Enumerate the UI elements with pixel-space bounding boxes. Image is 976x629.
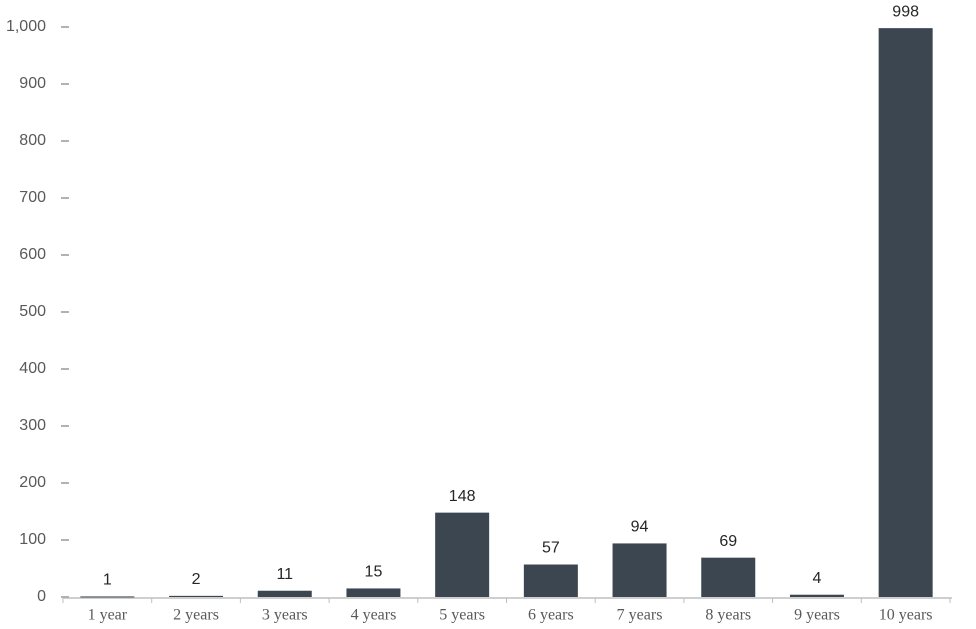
bar bbox=[789, 594, 844, 597]
y-tick-label: 100 bbox=[19, 531, 46, 548]
y-tick-label: 400 bbox=[19, 360, 46, 377]
value-label: 57 bbox=[542, 540, 560, 557]
y-tick-label: 200 bbox=[19, 474, 46, 491]
y-tick-label: 1,000 bbox=[6, 18, 46, 35]
value-label: 998 bbox=[892, 3, 919, 20]
x-tick-label: 3 years bbox=[262, 607, 308, 624]
value-label: 15 bbox=[365, 564, 383, 581]
bar bbox=[169, 595, 224, 597]
y-tick-label: 700 bbox=[19, 189, 46, 206]
value-label: 2 bbox=[192, 571, 201, 588]
x-tick-label: 4 years bbox=[351, 607, 397, 624]
bar bbox=[878, 28, 933, 597]
x-tick-label: 7 years bbox=[617, 607, 663, 624]
value-label: 94 bbox=[631, 519, 649, 536]
y-tick-label: 300 bbox=[19, 417, 46, 434]
x-tick-label: 5 years bbox=[439, 607, 485, 624]
y-tick-label: 800 bbox=[19, 132, 46, 149]
y-tick-label: 600 bbox=[19, 246, 46, 263]
value-label: 1 bbox=[103, 572, 112, 589]
x-tick-label: 8 years bbox=[705, 607, 751, 624]
value-label: 69 bbox=[719, 533, 737, 550]
bar bbox=[612, 543, 667, 597]
y-tick-label: 500 bbox=[19, 303, 46, 320]
bar bbox=[523, 564, 578, 597]
value-label: 11 bbox=[276, 566, 293, 583]
x-tick-label: 6 years bbox=[528, 607, 574, 624]
x-tick-label: 9 years bbox=[794, 607, 840, 624]
x-tick-label: 2 years bbox=[173, 607, 219, 624]
bar bbox=[257, 590, 312, 597]
value-label: 148 bbox=[449, 488, 476, 505]
value-label: 4 bbox=[812, 570, 821, 587]
bar bbox=[435, 512, 490, 597]
x-tick-label: 10 years bbox=[879, 607, 933, 624]
y-tick-label: 0 bbox=[37, 588, 46, 605]
bar bbox=[346, 588, 401, 597]
y-tick-label: 900 bbox=[19, 75, 46, 92]
x-tick-label: 1 year bbox=[88, 607, 128, 624]
bar bbox=[80, 596, 135, 598]
bar bbox=[701, 557, 756, 597]
